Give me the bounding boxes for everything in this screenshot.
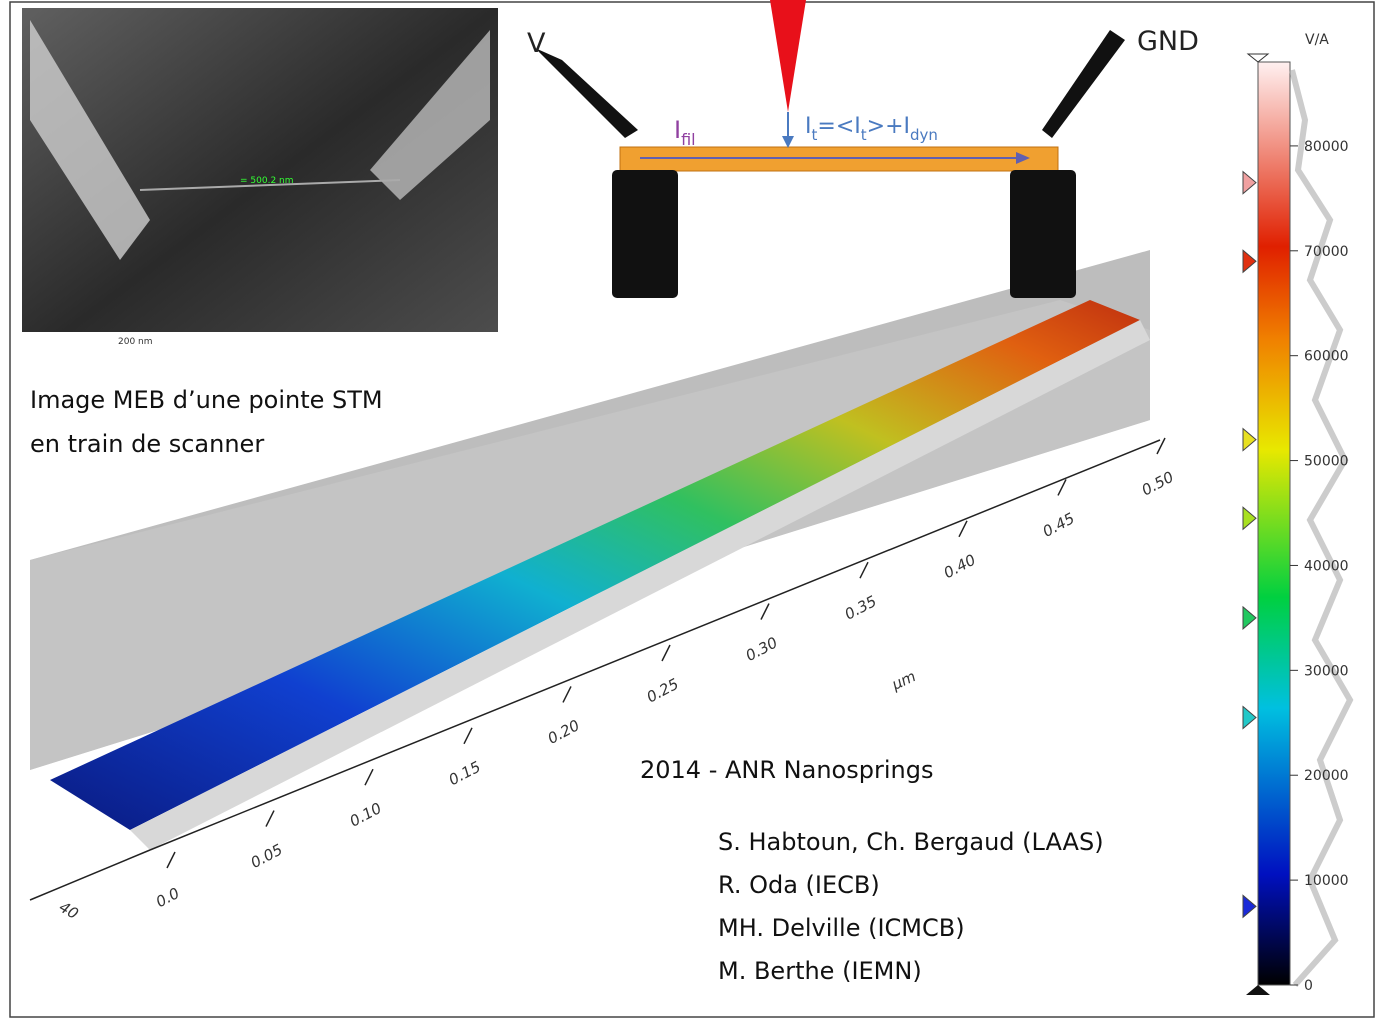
colorbar-tick-label: 0: [1304, 978, 1313, 994]
left-contact-label: V: [527, 28, 546, 59]
colorbar-tick-label: 80000: [1304, 139, 1349, 155]
slide: µm 40 = 500.2 nm 200 nm Image MEB d’une …: [0, 0, 1376, 1019]
symbol: I: [674, 116, 681, 144]
colorbar: [1258, 62, 1290, 985]
colorbar-tick-label: 30000: [1304, 663, 1349, 679]
subscript: dyn: [910, 126, 938, 144]
sem-info-bar: [22, 332, 498, 364]
colorbar-tick-label: 10000: [1304, 873, 1349, 889]
caption: Image MEB d’une pointe STM: [30, 386, 383, 414]
credit-line: MH. Delville (ICMCB): [718, 914, 965, 942]
credit-line: R. Oda (IECB): [718, 871, 880, 899]
credit-line: M. Berthe (IEMN): [718, 957, 922, 985]
colorbar-tick-label: 60000: [1304, 349, 1349, 365]
sem-measure: = 500.2 nm: [240, 176, 294, 186]
colorbar-tick-label: 70000: [1304, 244, 1349, 260]
colorbar-label: V/A: [1305, 32, 1329, 48]
credit-line: S. Habtoun, Ch. Bergaud (LAAS): [718, 828, 1104, 856]
right-contact-label: GND: [1137, 26, 1199, 57]
sem-scale: 200 nm: [118, 337, 153, 347]
colorbar-tick-label: 40000: [1304, 558, 1349, 574]
caption: en train de scanner: [30, 430, 264, 458]
subscript: fil: [681, 130, 696, 149]
contact-pad: [1010, 170, 1076, 298]
contact-pad: [612, 170, 678, 298]
colorbar-tick-label: 50000: [1304, 454, 1349, 470]
colorbar-tick-label: 20000: [1304, 768, 1349, 784]
credits-heading: 2014 - ANR Nanosprings: [640, 756, 933, 784]
symbol: >+I: [867, 114, 910, 139]
symbol: =<I: [817, 114, 860, 139]
